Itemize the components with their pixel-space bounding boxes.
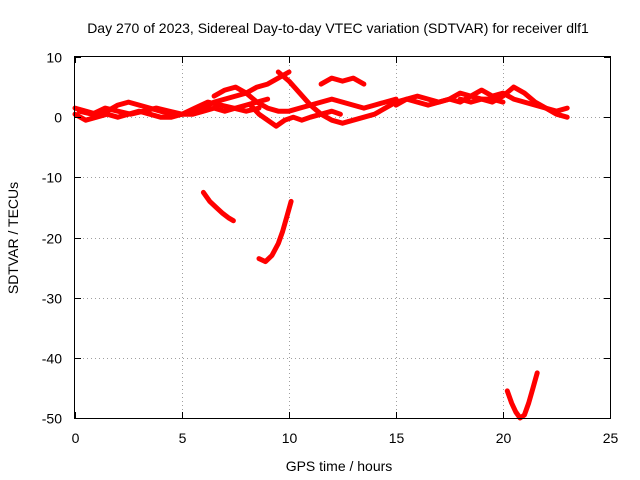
y-tick-label: 10: [46, 50, 62, 66]
series-layer: [72, 69, 570, 421]
x-tick-label: 5: [179, 430, 187, 446]
x-tick-label: 25: [603, 430, 619, 446]
y-axis: 10 0 -10 -20 -30 -40 -50: [42, 50, 610, 427]
series-line-7: [318, 75, 367, 87]
y-axis-label: SDTVAR / TECUs: [5, 182, 21, 294]
y-tick-label: -20: [42, 231, 62, 247]
series-line-11: [256, 198, 294, 265]
x-tick-label: 0: [72, 430, 80, 446]
y-tick-label: 0: [54, 110, 62, 126]
chart-title: Day 270 of 2023, Sidereal Day-to-day VTE…: [87, 20, 589, 36]
series-line-12: [504, 370, 540, 421]
series-line-9: [457, 84, 570, 120]
y-tick-label: -10: [42, 170, 62, 186]
x-tick-label: 15: [389, 430, 405, 446]
x-tick-label: 20: [496, 430, 512, 446]
plot-frame: [74, 56, 611, 419]
series-line-3: [76, 99, 262, 117]
x-axis-label: GPS time / hours: [286, 458, 393, 474]
series-line-4: [211, 84, 399, 114]
series-line-6: [248, 102, 343, 129]
y-tick-label: -50: [42, 411, 62, 427]
y-tick-label: -30: [42, 291, 62, 307]
x-tick-label: 10: [282, 430, 298, 446]
y-tick-label: -40: [42, 351, 62, 367]
x-axis: 0 5 10 15 20 25: [72, 57, 619, 446]
series-line-10: [200, 189, 236, 224]
